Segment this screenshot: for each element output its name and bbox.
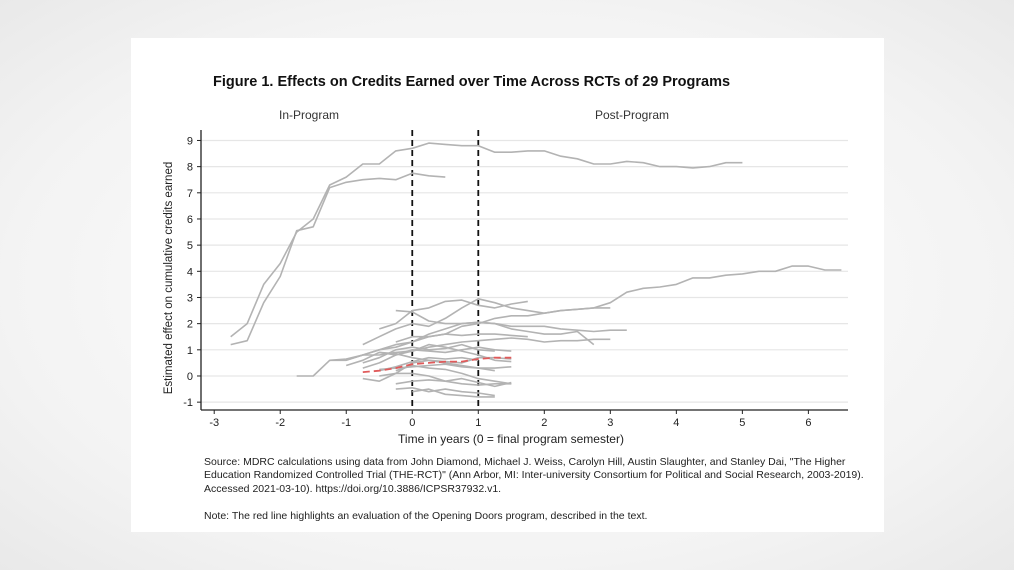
- series-line-program-5: [395, 309, 627, 333]
- series-line-program-15: [412, 388, 495, 398]
- series-line-program-18: [345, 343, 512, 367]
- series-line-program-20: [395, 333, 528, 343]
- figure-note: Note: The red line highlights an evaluat…: [204, 510, 648, 522]
- series-line-program-9: [362, 346, 512, 369]
- x-tick-label-2: 2: [541, 417, 547, 429]
- y-tick-label-4: 4: [187, 266, 193, 278]
- y-tick-label-0: 0: [187, 371, 193, 383]
- highlight-series: [362, 356, 512, 373]
- series-line-program-14: [395, 386, 495, 397]
- series-line-program-6: [362, 297, 611, 346]
- x-tick-label-1: 1: [475, 417, 481, 429]
- x-tick-label--2: -2: [275, 417, 285, 429]
- y-tick-label-1: 1: [187, 345, 193, 357]
- y-tick-label-9: 9: [187, 135, 193, 147]
- y-tick-label--1: -1: [183, 397, 193, 409]
- gridlines: [201, 139, 848, 403]
- series-line-program-17: [362, 343, 495, 364]
- y-tick-label-7: 7: [187, 188, 193, 200]
- series-line-program-8: [329, 337, 611, 362]
- series-line-opening-doors: [362, 356, 512, 373]
- figure-card: Figure 1. Effects on Credits Earned over…: [131, 38, 884, 532]
- x-tick-label-5: 5: [739, 417, 745, 429]
- x-tick-label-6: 6: [805, 417, 811, 429]
- phase-label-in-program: In-Program: [279, 108, 340, 122]
- series-lines: [230, 142, 842, 398]
- y-tick-label-8: 8: [187, 162, 193, 174]
- series-line-program-1: [230, 142, 743, 338]
- series-line-program-3: [296, 265, 842, 377]
- y-tick-label-2: 2: [187, 319, 193, 331]
- x-tick-label--3: -3: [209, 417, 219, 429]
- phase-label-post-program: Post-Program: [595, 108, 670, 122]
- figure-title: Figure 1. Effects on Credits Earned over…: [213, 74, 731, 90]
- x-tick-label-3: 3: [607, 417, 613, 429]
- y-tick-label-6: 6: [187, 214, 193, 226]
- x-tick-label-4: 4: [673, 417, 679, 429]
- source-citation: Source: MDRC calculations using data fro…: [204, 456, 864, 495]
- line-chart: -1 0 1 2 3 4 5 6 7 8 9 -3 -2 -1 0 1 2 3 4 5 6 Time in years …: [163, 130, 848, 446]
- series-line-program-7: [345, 321, 595, 362]
- y-axis-label: Estimated effect on cumulative credits e…: [163, 162, 175, 394]
- y-tick-label-5: 5: [187, 240, 193, 252]
- series-line-program-16: [395, 377, 512, 388]
- x-tick-label--1: -1: [341, 417, 351, 429]
- series-line-program-21: [379, 356, 479, 372]
- x-tick-label-0: 0: [409, 417, 415, 429]
- series-line-program-2: [230, 172, 446, 346]
- axes: -1 0 1 2 3 4 5 6 7 8 9 -3 -2 -1 0 1 2 3 4 5 6: [183, 130, 848, 429]
- x-axis-label: Time in years (0 = final program semeste…: [398, 432, 624, 446]
- y-tick-label-3: 3: [187, 292, 193, 304]
